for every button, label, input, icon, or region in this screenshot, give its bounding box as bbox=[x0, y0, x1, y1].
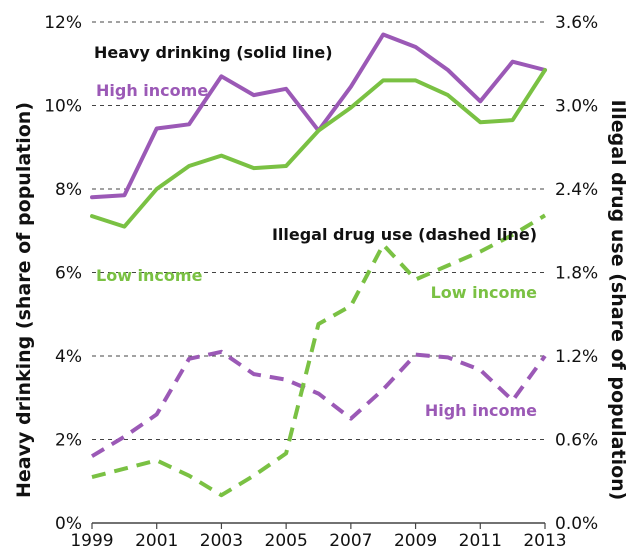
left-axis-ticks: 0% 2% 4% 6% 8% 10% 12% bbox=[44, 13, 82, 534]
left-tick-label: 6% bbox=[55, 264, 82, 284]
x-tick-label: 2007 bbox=[329, 531, 372, 551]
left-tick-label: 10% bbox=[44, 97, 82, 117]
x-axis-ticks: 1999 2001 2003 2005 2007 2009 2011 2013 bbox=[70, 523, 567, 551]
right-tick-label: 1.8% bbox=[555, 264, 598, 284]
left-tick-label: 2% bbox=[55, 431, 82, 451]
left-tick-label: 4% bbox=[55, 347, 82, 367]
x-tick-label: 2005 bbox=[265, 531, 308, 551]
series-line-heavy-drinking-low-income bbox=[90, 68, 547, 229]
series-line-illegal-drug-use-low-income bbox=[91, 213, 547, 498]
x-tick-label: 2013 bbox=[523, 531, 566, 551]
series-lines bbox=[90, 32, 547, 498]
right-tick-label: 3.0% bbox=[555, 97, 598, 117]
annotation-dashed-high-income: High income bbox=[425, 401, 537, 420]
right-tick-label: 2.4% bbox=[555, 180, 598, 200]
annotation-dashed-low-income: Low income bbox=[431, 283, 538, 302]
right-axis-title: Illegal drug use (share of population) bbox=[607, 100, 629, 501]
annotation-solid-high-income: High income bbox=[96, 81, 208, 100]
left-tick-label: 8% bbox=[55, 180, 82, 200]
x-tick-label: 2009 bbox=[394, 531, 437, 551]
x-tick-label: 2001 bbox=[135, 531, 178, 551]
right-tick-label: 1.2% bbox=[555, 347, 598, 367]
left-tick-label: 0% bbox=[55, 514, 82, 534]
series-line-illegal-drug-use-high-income bbox=[90, 349, 547, 458]
x-tick-label: 1999 bbox=[70, 531, 113, 551]
left-axis-title: Heavy drinking (share of population) bbox=[13, 102, 35, 498]
annotation-heavy-drinking: Heavy drinking (solid line) bbox=[94, 43, 333, 62]
annotation-drug-use: Illegal drug use (dashed line) bbox=[272, 225, 537, 244]
gridlines bbox=[92, 21, 545, 524]
right-tick-label: 3.6% bbox=[555, 13, 598, 33]
right-axis-ticks: 0.0% 0.6% 1.2% 1.8% 2.4% 3.0% 3.6% bbox=[555, 13, 598, 534]
x-tick-label: 2011 bbox=[459, 531, 502, 551]
right-tick-label: 0.6% bbox=[555, 431, 598, 451]
annotation-solid-low-income: Low income bbox=[96, 266, 203, 285]
left-tick-label: 12% bbox=[44, 13, 82, 33]
right-tick-label: 0.0% bbox=[555, 514, 598, 534]
x-tick-label: 2003 bbox=[200, 531, 243, 551]
